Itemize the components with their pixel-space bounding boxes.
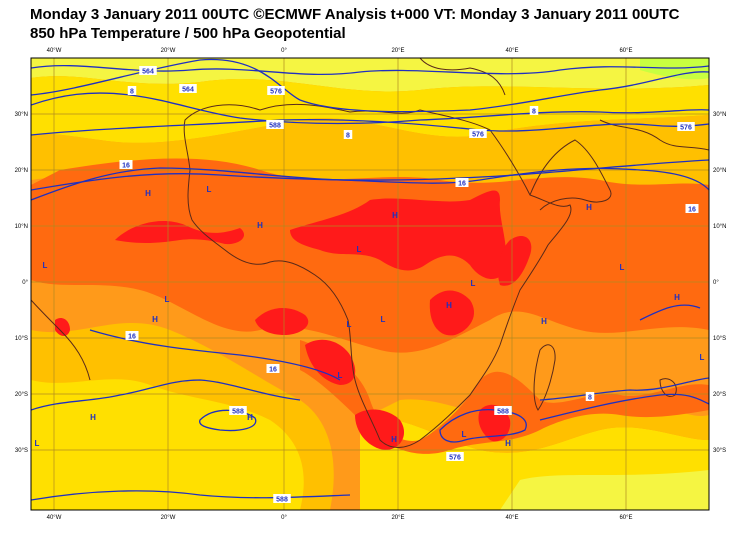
low-pressure-marker: L	[700, 353, 705, 362]
geopotential-label-text: 576	[270, 89, 282, 96]
lon-label-bottom: 20°W	[161, 515, 176, 521]
geopotential-label: 576	[469, 129, 487, 139]
lon-label-top: 0°	[281, 48, 287, 54]
temperature-label-text: 16	[128, 334, 136, 341]
high-pressure-marker: H	[152, 315, 158, 324]
high-pressure-marker: H	[257, 221, 263, 230]
geopotential-label: 588	[494, 406, 512, 416]
temperature-label: 16	[119, 160, 133, 170]
geopotential-label: 576	[446, 452, 464, 462]
low-pressure-marker: L	[347, 320, 352, 329]
temperature-label: 8	[585, 392, 595, 402]
lon-label-top: 40°W	[47, 48, 62, 54]
high-pressure-marker: H	[392, 211, 398, 220]
lat-label-left: 0°	[22, 280, 28, 286]
temperature-label-text: 16	[269, 367, 277, 374]
lat-label-left: 20°S	[15, 392, 28, 398]
high-pressure-marker: H	[674, 293, 680, 302]
geopotential-label: 588	[273, 494, 291, 504]
map-title-line-2: 850 hPa Temperature / 500 hPa Geopotenti…	[30, 25, 346, 42]
pressure-markers: H H H H H H H H H H H H L L L L L L L L L L L L	[35, 185, 705, 448]
geopotential-label-text: 564	[182, 87, 194, 94]
high-pressure-marker: H	[247, 413, 253, 422]
coastlines	[31, 58, 709, 448]
low-pressure-marker: L	[165, 295, 170, 304]
temperature-label: 8	[127, 86, 137, 96]
temperature-label: 16	[455, 178, 469, 188]
lat-label-left: 10°S	[15, 336, 28, 342]
map-frame	[30, 57, 710, 511]
lat-label-right: 20°S	[713, 392, 726, 398]
temperature-label: 8	[529, 106, 539, 116]
low-pressure-marker: L	[35, 439, 40, 448]
lat-label-left: 20°N	[15, 168, 28, 174]
low-pressure-marker: L	[207, 185, 212, 194]
geopotential-label-text: 576	[680, 125, 692, 132]
geopotential-label: 588	[229, 406, 247, 416]
lon-label-top: 20°W	[161, 48, 176, 54]
high-pressure-marker: H	[145, 189, 151, 198]
temperature-label-text: 8	[588, 395, 592, 402]
geopotential-label: 576	[267, 86, 285, 96]
high-pressure-marker: H	[446, 301, 452, 310]
geopotential-label-text: 588	[276, 497, 288, 504]
low-pressure-marker: L	[620, 263, 625, 272]
low-pressure-marker: L	[471, 279, 476, 288]
contour-labels: 564 576 588 564 576 576 588 588 576 588 8 8 8 16 16 16 1…	[119, 66, 699, 504]
temperature-label: 16	[125, 331, 139, 341]
geopotential-label-text: 564	[142, 69, 154, 76]
lon-label-bottom: 40°W	[47, 515, 62, 521]
lat-label-left: 30°S	[15, 448, 28, 454]
lat-label-right: 30°N	[713, 112, 726, 118]
temperature-field	[31, 58, 709, 510]
lon-label-bottom: 60°E	[619, 515, 632, 521]
lon-label-bottom: 0°	[281, 515, 287, 521]
temperature-label-text: 16	[688, 207, 696, 214]
lon-label-top: 20°E	[391, 48, 404, 54]
temperature-label-text: 8	[130, 89, 134, 96]
low-pressure-marker: L	[357, 245, 362, 254]
temperature-label: 16	[266, 364, 280, 374]
temperature-label-text: 8	[532, 109, 536, 116]
geopotential-label-text: 588	[269, 123, 281, 130]
lat-label-right: 10°N	[713, 224, 726, 230]
lat-label-right: 10°S	[713, 336, 726, 342]
low-pressure-marker: L	[338, 371, 343, 380]
high-pressure-marker: H	[505, 439, 511, 448]
low-pressure-marker: L	[462, 430, 467, 439]
temperature-label-text: 16	[122, 163, 130, 170]
lat-label-left: 10°N	[15, 224, 28, 230]
high-pressure-marker: H	[90, 413, 96, 422]
temperature-label-text: 16	[458, 181, 466, 188]
geopotential-label: 564	[179, 84, 197, 94]
temperature-label-text: 8	[346, 133, 350, 140]
high-pressure-marker: H	[586, 203, 592, 212]
lon-label-top: 60°E	[619, 48, 632, 54]
lon-label-top: 40°E	[505, 48, 518, 54]
geopotential-label-text: 588	[232, 409, 244, 416]
temperature-label: 16	[685, 204, 699, 214]
lat-label-left: 30°N	[15, 112, 28, 118]
axis-labels: 40°W 40°W 20°W 20°W 0° 0° 20°E 20°E 40°E 40°E 60°E…	[15, 48, 727, 521]
low-pressure-marker: L	[381, 315, 386, 324]
geopotential-label-text: 576	[449, 455, 461, 462]
geopotential-label: 576	[677, 122, 695, 132]
high-pressure-marker: H	[541, 317, 547, 326]
lat-label-right: 0°	[713, 280, 719, 286]
temperature-label: 8	[343, 130, 353, 140]
low-pressure-marker: L	[43, 261, 48, 270]
geopotential-label-text: 576	[472, 132, 484, 139]
lon-label-bottom: 40°E	[505, 515, 518, 521]
map-title-line-1: Monday 3 January 2011 00UTC ©ECMWF Analy…	[30, 6, 680, 23]
geopotential-label-text: 588	[497, 409, 509, 416]
geopotential-label: 588	[266, 120, 284, 130]
high-pressure-marker: H	[391, 435, 397, 444]
lon-label-bottom: 20°E	[391, 515, 404, 521]
geopotential-label: 564	[139, 66, 157, 76]
lat-label-right: 30°S	[713, 448, 726, 454]
lat-label-right: 20°N	[713, 168, 726, 174]
